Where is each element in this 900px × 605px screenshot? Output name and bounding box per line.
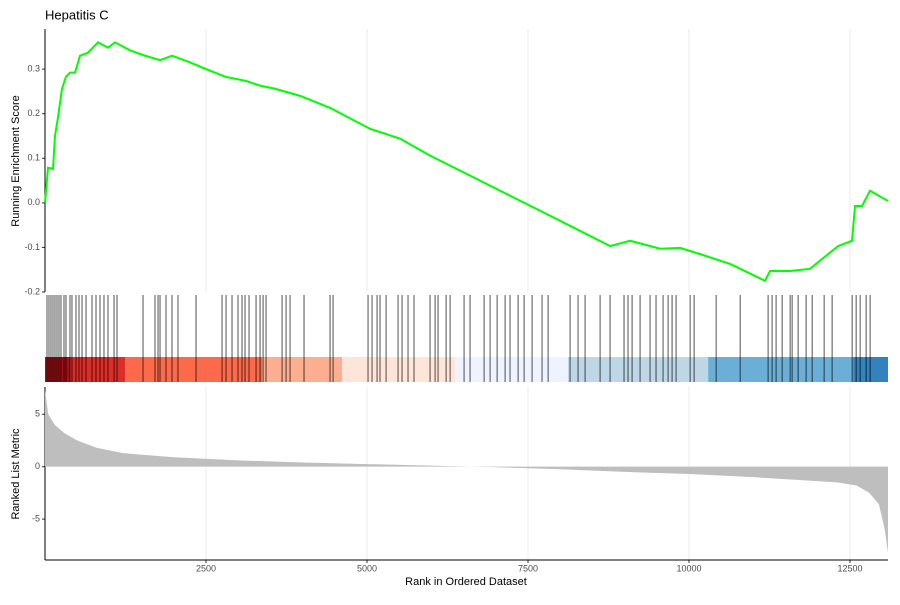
rank-band <box>455 357 569 382</box>
y-tick-label: 0.0 <box>27 197 40 207</box>
y-tick-label: -0.2 <box>24 286 40 296</box>
x-axis-label: Rank in Ordered Dataset <box>405 576 527 588</box>
rank-band <box>568 357 709 382</box>
rank-band <box>124 357 263 382</box>
x-tick-label: 2500 <box>196 563 216 573</box>
y-tick-label: -0.1 <box>24 242 40 252</box>
rank-band <box>262 357 343 382</box>
y-tick-label: 0.2 <box>27 108 40 118</box>
y-axis-label: Ranked List Metric <box>10 428 22 520</box>
rank-band <box>853 357 888 382</box>
y-axis-label: Running Enrichment Score <box>10 95 22 226</box>
y-tick-label: 5 <box>35 409 40 419</box>
x-tick-label: 5000 <box>357 563 377 573</box>
y-tick-label: 0.3 <box>27 63 40 73</box>
x-tick-label: 7500 <box>518 563 538 573</box>
x-tick-label: 10000 <box>676 563 701 573</box>
y-tick-label: -5 <box>32 513 40 523</box>
rank-band <box>342 357 456 382</box>
metric-area <box>45 390 888 553</box>
es-line <box>44 41 889 283</box>
chart-title: Hepatitis C <box>45 7 109 22</box>
x-tick-label: 12500 <box>837 563 862 573</box>
rank-band <box>708 357 854 382</box>
y-tick-label: 0.1 <box>27 153 40 163</box>
y-tick-label: 0 <box>35 461 40 471</box>
